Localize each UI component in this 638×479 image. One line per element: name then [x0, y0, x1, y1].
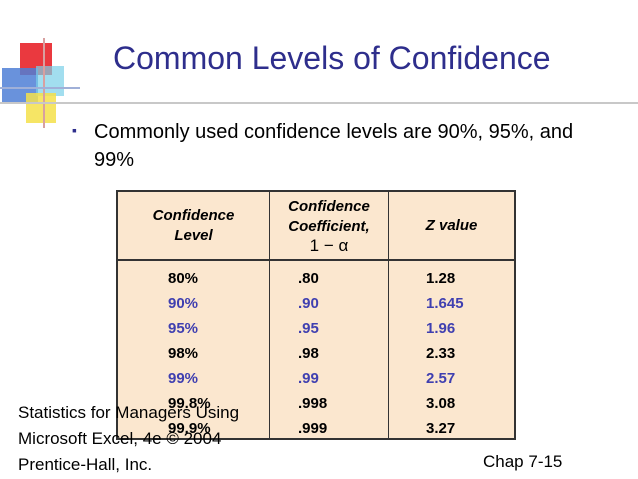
- footer-line-2: Microsoft Excel, 4e © 2004: [18, 429, 222, 448]
- bullet-icon: ▪: [72, 122, 77, 138]
- header-level-line2: Level: [174, 226, 213, 244]
- header-z-value: Z value: [389, 192, 514, 259]
- z-value-cell: 3.27: [426, 420, 456, 437]
- table-row: 80% .80 1.28: [118, 266, 514, 291]
- header-coef-formula: 1 − α: [309, 235, 349, 255]
- table-row: 99% .99 2.57: [118, 366, 514, 391]
- level-cell: 95%: [168, 320, 199, 337]
- logo-graphic: [0, 38, 80, 128]
- table-row: 99.8% .998 3.08: [118, 391, 514, 416]
- level-cell: 98%: [168, 345, 199, 362]
- footer-line-1: Statistics for Managers Using: [18, 403, 240, 422]
- header-z-label: Z value: [425, 216, 478, 234]
- header-level-line1: Confidence: [152, 206, 235, 224]
- slide-number: Chap 7-15: [483, 452, 563, 471]
- level-cell: 99.9%: [168, 420, 211, 437]
- column-divider: [388, 192, 389, 438]
- confidence-table: Confidence Level Confidence Coefficient,…: [116, 190, 516, 440]
- z-value-cell: 2.33: [426, 345, 456, 362]
- table-row: 99.9% .999 3.27: [118, 416, 514, 441]
- footer-citation: Statistics for Managers Using Microsoft …: [18, 400, 239, 478]
- header-coef-line2: Coefficient,: [288, 217, 370, 235]
- z-value-cell: 1.96: [426, 320, 456, 337]
- coefficient-cell: .99: [298, 370, 319, 387]
- table-row: 90% .90 1.645: [118, 291, 514, 316]
- level-cell: 99.8%: [168, 395, 211, 412]
- z-value-cell: 1.28: [426, 270, 456, 287]
- column-divider: [269, 192, 270, 438]
- level-cell: 80%: [168, 270, 199, 287]
- coefficient-cell: .98: [298, 345, 319, 362]
- coefficient-cell: .90: [298, 295, 319, 312]
- header-confidence-coefficient: Confidence Coefficient, 1 − α: [270, 192, 388, 259]
- page-title: Common Levels of Confidence: [113, 40, 551, 76]
- coefficient-cell: .80: [298, 270, 319, 287]
- footer-line-3: Prentice-Hall, Inc.: [18, 455, 153, 474]
- table-row: 98% .98 2.33: [118, 341, 514, 366]
- z-value-cell: 1.645: [426, 295, 464, 312]
- coefficient-cell: .95: [298, 320, 319, 337]
- title-divider: [0, 102, 638, 104]
- coefficient-cell: .999: [298, 420, 328, 437]
- z-value-cell: 3.08: [426, 395, 456, 412]
- table-row: 95% .95 1.96: [118, 316, 514, 341]
- coefficient-cell: .998: [298, 395, 328, 412]
- z-value-cell: 2.57: [426, 370, 456, 387]
- header-divider: [118, 259, 514, 261]
- level-cell: 99%: [168, 370, 199, 387]
- bullet-text: Commonly used confidence levels are 90%,…: [94, 121, 574, 171]
- level-cell: 90%: [168, 295, 199, 312]
- header-coef-line1: Confidence: [288, 197, 370, 215]
- header-confidence-level: Confidence Level: [118, 192, 269, 259]
